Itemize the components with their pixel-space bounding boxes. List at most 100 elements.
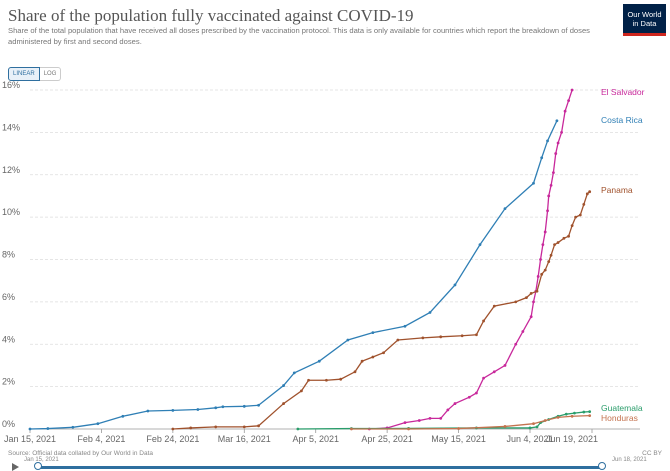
data-point (482, 376, 485, 380)
chart-title: Share of the population fully vaccinated… (8, 6, 414, 25)
series-label: Costa Rica (601, 115, 643, 125)
data-point (214, 406, 218, 410)
data-point (560, 130, 563, 134)
data-point (407, 427, 410, 431)
series-label: El Salvador (601, 87, 645, 97)
x-axis: Jan 15, 2021 Feb 4, 2021 Feb 24, 2021 Mar 1… (4, 429, 598, 444)
timeline-track[interactable] (38, 466, 602, 469)
data-point (529, 292, 533, 295)
data-point (482, 319, 485, 323)
data-point (570, 224, 574, 228)
data-point (529, 315, 533, 319)
logo-line-2: in Data (632, 19, 657, 28)
data-point (528, 426, 532, 430)
data-point (325, 378, 328, 382)
data-point (453, 402, 457, 405)
data-point (547, 260, 551, 264)
log-scale-button[interactable]: LOG (39, 67, 62, 81)
data-point (171, 427, 175, 431)
data-point (556, 415, 560, 419)
data-point (453, 283, 457, 287)
timeline-slider[interactable]: Jan 15, 2021 Jun 18, 2021 (0, 457, 670, 471)
data-point (525, 296, 528, 300)
data-point (121, 414, 125, 418)
data-point (570, 88, 574, 92)
data-point (541, 243, 545, 247)
data-point (350, 427, 353, 431)
data-point (196, 408, 200, 411)
data-point (428, 311, 432, 314)
series-panama (171, 190, 592, 431)
series-costa-rica (28, 119, 559, 431)
series-honduras (350, 414, 592, 431)
data-point (475, 391, 478, 395)
timeline-start-handle[interactable] (34, 462, 42, 470)
data-point (307, 378, 310, 382)
data-point (382, 351, 385, 355)
data-point (574, 215, 578, 219)
x-tick-label: Feb 24, 2021 (146, 434, 199, 444)
y-tick-label: 12% (2, 165, 20, 175)
data-point (546, 139, 549, 143)
timeline-start-label: Jan 15, 2021 (24, 457, 59, 463)
data-point (346, 338, 350, 342)
data-point (503, 207, 507, 211)
series-labels: Costa Rica El Salvador Panama GuatemalaHond… (601, 87, 645, 423)
data-point (549, 183, 553, 187)
data-point (446, 408, 450, 412)
data-point (588, 414, 592, 418)
data-point (214, 425, 218, 429)
data-point (46, 427, 50, 430)
x-tick-label: Jan 15, 2021 (4, 434, 56, 444)
data-point (492, 304, 496, 308)
y-tick-label: 8% (2, 250, 15, 260)
series-label: Guatemala (601, 403, 643, 413)
data-point (417, 419, 421, 422)
chart-series (28, 88, 592, 431)
data-point (467, 395, 471, 399)
y-tick-label: 14% (2, 122, 20, 132)
x-tick-label: Feb 4, 2021 (77, 434, 125, 444)
owid-logo[interactable]: Our World in Data (623, 4, 666, 36)
data-point (536, 275, 540, 278)
data-point (585, 192, 589, 196)
data-point (514, 342, 518, 346)
data-point (439, 417, 443, 420)
data-point (556, 241, 560, 244)
data-point (300, 389, 303, 393)
data-point (554, 152, 558, 155)
data-point (171, 408, 175, 412)
license-label[interactable]: CC BY (642, 450, 662, 457)
play-icon[interactable] (12, 463, 19, 471)
y-tick-label: 10% (2, 207, 20, 217)
timeline-end-handle[interactable] (598, 462, 606, 470)
data-point (588, 410, 592, 414)
data-point (403, 421, 407, 425)
data-point (282, 384, 285, 387)
linear-scale-button[interactable]: LINEAR (8, 67, 40, 81)
data-point (539, 258, 542, 261)
data-point (582, 410, 586, 414)
y-tick-label: 2% (2, 377, 15, 387)
data-point (532, 181, 535, 185)
data-point (535, 425, 539, 429)
data-point (563, 109, 567, 113)
data-point (146, 409, 150, 413)
data-point (546, 209, 549, 213)
line-chart: 0% 2% 4% 6% 8% 10% 12% 14% 16% Jan 15, 2021 Feb 4… (2, 80, 645, 444)
data-point (257, 403, 260, 407)
data-point (478, 243, 482, 247)
data-point (532, 422, 535, 426)
series-label: Panama (601, 185, 633, 195)
data-point (570, 414, 574, 418)
data-point (573, 411, 576, 415)
y-tick-label: 4% (2, 334, 15, 344)
data-point (221, 405, 225, 409)
data-point (540, 272, 544, 276)
series-line (172, 191, 591, 430)
data-point (296, 427, 300, 431)
data-point (396, 338, 400, 342)
y-tick-label: 16% (2, 80, 20, 90)
x-tick-label: Jun 4, 2021 (506, 434, 553, 444)
series-label: Honduras (601, 413, 638, 423)
